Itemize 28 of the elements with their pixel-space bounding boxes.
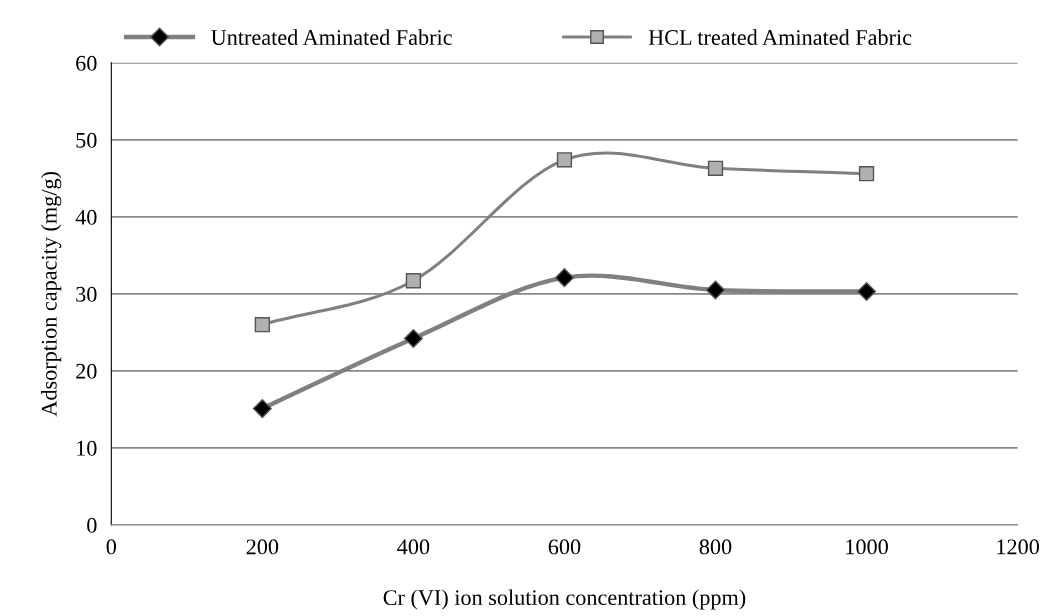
y-tick-label: 10 [77, 440, 97, 456]
point [554, 268, 574, 288]
point [556, 152, 573, 168]
point [254, 316, 270, 333]
point [858, 166, 875, 182]
x-tick-label: 400 [397, 539, 430, 555]
legend-label: HCL treated Aminated Fabric [648, 29, 912, 45]
y-tick-label: 0 [87, 517, 97, 533]
point [252, 399, 272, 419]
y-tick-label: 40 [75, 209, 97, 225]
x-tick-label: 1200 [997, 539, 1039, 555]
point [403, 328, 423, 349]
y-tick-label: 50 [76, 132, 97, 148]
point [857, 281, 877, 302]
x-tick-label: 600 [548, 539, 581, 555]
x-tick-label: 800 [699, 539, 732, 555]
x-tick-label: 200 [246, 539, 279, 555]
x-axis-title: Cr (VI) ion solution concentration (ppm) [383, 589, 746, 610]
legend-label: Untreated Aminated Fabric [211, 29, 452, 45]
point [705, 280, 726, 300]
y-tick-label: 20 [76, 363, 97, 379]
point [405, 273, 422, 289]
point [707, 160, 724, 176]
y-tick-label: 60 [76, 55, 97, 71]
y-axis-title: Adsorption capacity (mg/g) [41, 172, 62, 417]
x-tick-label: 1000 [846, 539, 888, 555]
y-tick-label: 30 [76, 286, 97, 302]
x-tick-label: 0 [106, 539, 117, 555]
